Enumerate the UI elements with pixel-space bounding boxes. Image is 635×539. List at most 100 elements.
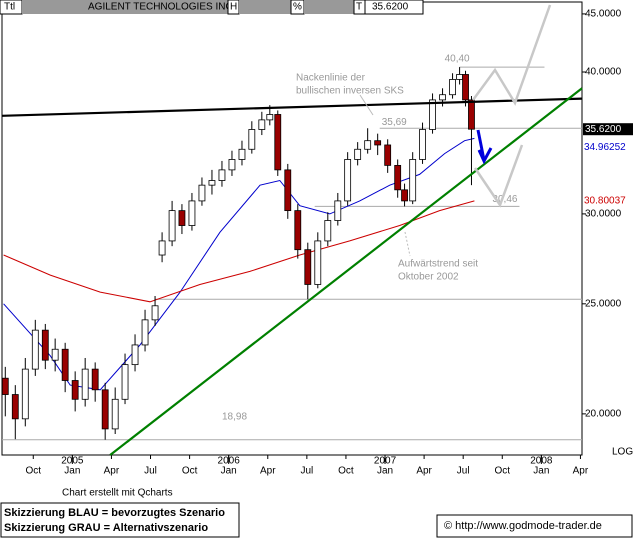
candle-body xyxy=(384,144,392,166)
candle-body xyxy=(101,389,109,430)
candle-body xyxy=(364,140,372,150)
annotation: Aufwärtstrend seit xyxy=(398,259,478,270)
end-label: 34.96252 xyxy=(584,142,626,153)
year-label: 2005 xyxy=(61,456,84,467)
candle-body xyxy=(284,169,292,212)
candle-body xyxy=(354,148,362,160)
candle-body xyxy=(11,394,19,420)
candle-body xyxy=(304,249,312,285)
candle-body xyxy=(419,129,426,160)
candle-body xyxy=(111,398,119,430)
candle-body xyxy=(151,305,159,321)
log-label: LOG xyxy=(612,447,633,458)
candle-body xyxy=(31,329,39,370)
y-tick-label: 45.0000 xyxy=(585,9,622,20)
credit: Chart erstellt mit Qcharts xyxy=(62,488,173,499)
year-label: 2006 xyxy=(218,456,241,467)
candle-body xyxy=(91,368,99,391)
year-label: 2008 xyxy=(530,456,553,467)
candle-body xyxy=(334,200,342,221)
candle-body xyxy=(468,99,475,130)
candle-body xyxy=(344,159,352,202)
annotation-pointer xyxy=(404,231,411,257)
x-tick-label: Apr xyxy=(104,466,120,477)
note: Skizzierung GRAU = Alternativszenario xyxy=(4,522,208,534)
candle-body xyxy=(51,348,59,361)
trendline xyxy=(109,87,583,456)
x-tick-label: Jul xyxy=(144,466,157,477)
candle-body xyxy=(238,148,246,160)
scenario-blue xyxy=(476,129,486,161)
candle-body xyxy=(188,200,196,226)
candle-body xyxy=(1,377,9,395)
copyright-box xyxy=(436,514,633,538)
annotation: Oktober 2002 xyxy=(398,272,459,283)
candle-body xyxy=(456,74,463,80)
x-tick-label: Apr xyxy=(573,466,589,477)
notes-box xyxy=(0,502,240,538)
candle-body xyxy=(21,368,29,420)
trendline xyxy=(1,97,583,117)
header-bar xyxy=(239,0,291,14)
candle-body xyxy=(294,210,302,251)
x-tick-label: Oct xyxy=(494,466,510,477)
candle-body xyxy=(81,368,89,400)
x-tick-label: Jul xyxy=(457,466,470,477)
candle-body xyxy=(218,169,226,181)
x-tick-label: Apr xyxy=(260,466,276,477)
x-tick-label: Jan xyxy=(533,466,549,477)
candle-body xyxy=(274,114,282,171)
header-box xyxy=(364,0,424,15)
candle-body xyxy=(409,159,417,202)
candle-body xyxy=(61,348,69,381)
candle-body xyxy=(462,74,469,101)
scenario-blue-arrowhead xyxy=(477,147,493,165)
level-label: 18,98 xyxy=(222,411,247,422)
scenario-gray xyxy=(471,4,552,106)
candle-body xyxy=(394,164,402,191)
x-tick-label: Oct xyxy=(338,466,354,477)
candle-body xyxy=(439,94,446,101)
x-tick-label: Oct xyxy=(182,466,198,477)
header-t: T xyxy=(356,2,362,13)
candle-body xyxy=(141,319,149,346)
candle-body xyxy=(314,240,322,285)
candle-body xyxy=(208,180,216,186)
annotation: Nackenlinie der xyxy=(296,73,366,84)
candle-body xyxy=(198,184,206,202)
header-title: AGILENT TECHNOLOGIES INC xyxy=(88,2,233,13)
y-tick-label: 40.0000 xyxy=(585,67,622,78)
candle-body xyxy=(158,240,166,256)
note: Skizzierung BLAU = bevorzugtes Szenario xyxy=(4,507,225,519)
x-tick-label: Jan xyxy=(221,466,237,477)
header-last: 35.6200 xyxy=(372,2,409,13)
end-label: 30.80037 xyxy=(584,196,626,207)
candle-body xyxy=(168,210,176,242)
level-label: 30,46 xyxy=(492,194,517,205)
x-tick-label: Jan xyxy=(64,466,80,477)
header-ttl: Ttl xyxy=(4,2,15,13)
annotation: bullischen inversen SKS xyxy=(296,86,404,97)
scenario-gray xyxy=(473,144,524,208)
candle-body xyxy=(228,159,236,171)
y-tick-label: 25.0000 xyxy=(585,298,622,309)
header-h: H xyxy=(230,2,237,13)
candle-body xyxy=(41,329,49,361)
moving-average xyxy=(3,137,475,391)
candle-body xyxy=(71,380,79,400)
candle-body xyxy=(248,129,256,150)
x-tick-label: Apr xyxy=(416,466,432,477)
year-label: 2007 xyxy=(374,456,397,467)
candle-body xyxy=(324,220,332,242)
level-label: 35,69 xyxy=(382,117,407,128)
candle-body xyxy=(266,114,274,121)
candle-body xyxy=(429,99,436,130)
candle-body xyxy=(449,79,456,96)
copyright: © http://www.godmode-trader.de xyxy=(444,520,602,532)
y-tick-label: 20.0000 xyxy=(585,409,622,420)
header-pct: % xyxy=(293,2,302,13)
last-price-box xyxy=(583,123,633,136)
header-bar xyxy=(304,0,354,14)
x-tick-label: Jan xyxy=(377,466,393,477)
